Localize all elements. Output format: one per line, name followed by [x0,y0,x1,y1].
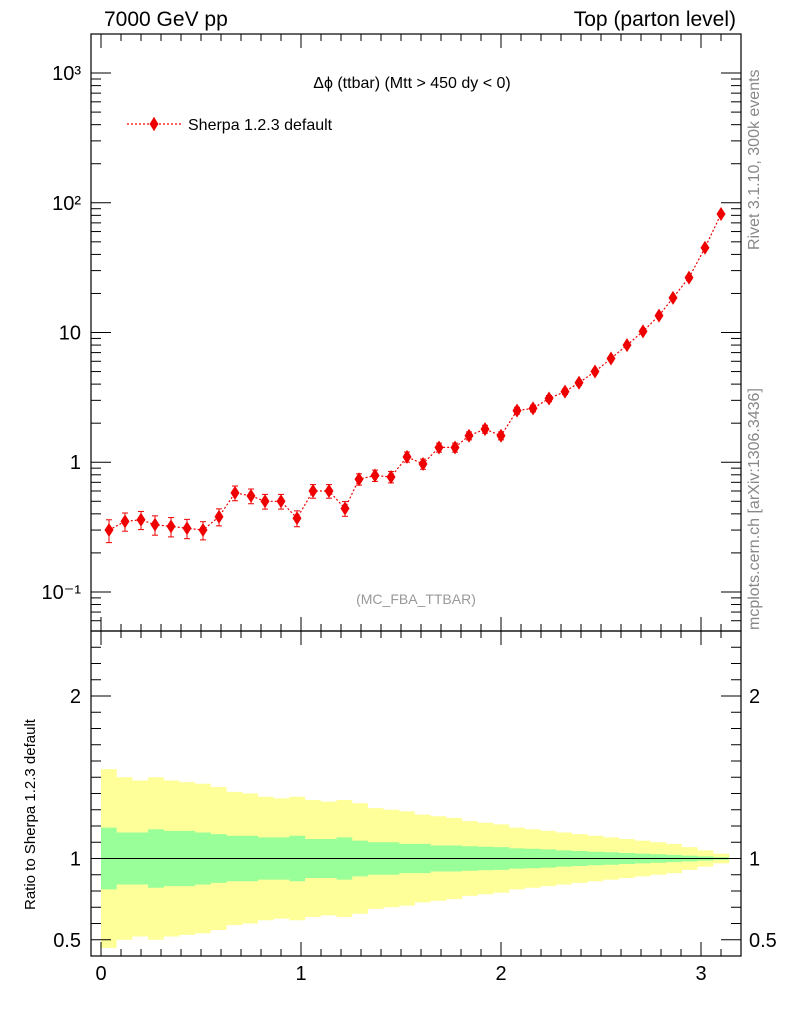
data-point [622,338,632,353]
data-point [480,422,490,437]
x-tick-label: 1 [295,963,306,985]
data-point [292,511,302,526]
data-point [354,472,364,487]
y-tick-label: 10⁻¹ [42,582,82,604]
data-point [246,488,256,503]
series-line [108,213,722,531]
data-point [386,469,396,484]
data-point [166,519,176,534]
data-point [370,468,380,483]
data-point [574,375,584,390]
legend: Sherpa 1.2.3 default [127,117,333,134]
data-point [182,521,192,536]
y-tick-label: 1 [70,849,81,871]
data-point [402,449,412,464]
y-tick-label-right: 0.5 [749,930,777,952]
data-point [544,391,554,406]
watermark: (MC_FBA_TTBAR) [356,591,476,607]
series-points [104,206,726,544]
data-point [308,484,318,499]
data-point [136,512,146,527]
data-point [700,240,710,255]
data-point [418,456,428,471]
data-point [684,270,694,285]
data-point [668,290,678,305]
rivet-label: Rivet 3.1.10, 300k events [746,69,763,250]
data-point [512,403,522,418]
data-point [120,514,130,529]
x-tick-label: 0 [95,963,106,985]
data-point [560,384,570,399]
data-point [104,523,114,538]
y-tick-label: 10³ [52,63,81,85]
data-point [230,485,240,500]
y-tick-label-right: 1 [749,849,760,871]
y-tick-label: 10² [52,193,81,215]
data-point [638,324,648,339]
data-point [198,523,208,538]
data-point [434,440,444,455]
x-tick-label: 2 [495,963,506,985]
data-point [276,494,286,509]
data-point [716,206,726,221]
data-point [590,364,600,379]
data-point [214,509,224,524]
data-point [496,428,506,443]
x-tick-label: 3 [695,963,706,985]
y-tick-label: 2 [70,686,81,708]
data-point [150,517,160,532]
y-tick-label: 1 [70,452,81,474]
data-point [260,494,270,509]
header-left: 7000 GeV pp [104,8,228,31]
series-connector [108,213,722,531]
data-point [464,428,474,443]
data-point [450,440,460,455]
mcplots-label: mcplots.cern.ch [arXiv:1306.3436] [746,388,763,630]
axis-tick-labels: 10⁻¹ 1 10 10² 10³ 0.5 0.5 1 1 2 2 0 1 2 3 [42,63,777,985]
data-point [606,351,616,366]
plot-title: Δϕ (ttbar) (Mtt > 450 dy < 0) [313,75,511,92]
legend-label: Sherpa 1.2.3 default [188,117,333,134]
ratio-y-axis-label: Ratio to Sherpa 1.2.3 default [22,719,39,910]
header-right: Top (parton level) [573,8,736,31]
y-tick-label: 10 [59,323,81,345]
data-point [654,308,664,323]
data-point [324,484,334,499]
y-tick-label-right: 2 [749,686,760,708]
y-tick-label: 0.5 [53,930,81,952]
data-point [340,501,350,516]
data-point [528,401,538,416]
axis-ticks [91,33,742,957]
